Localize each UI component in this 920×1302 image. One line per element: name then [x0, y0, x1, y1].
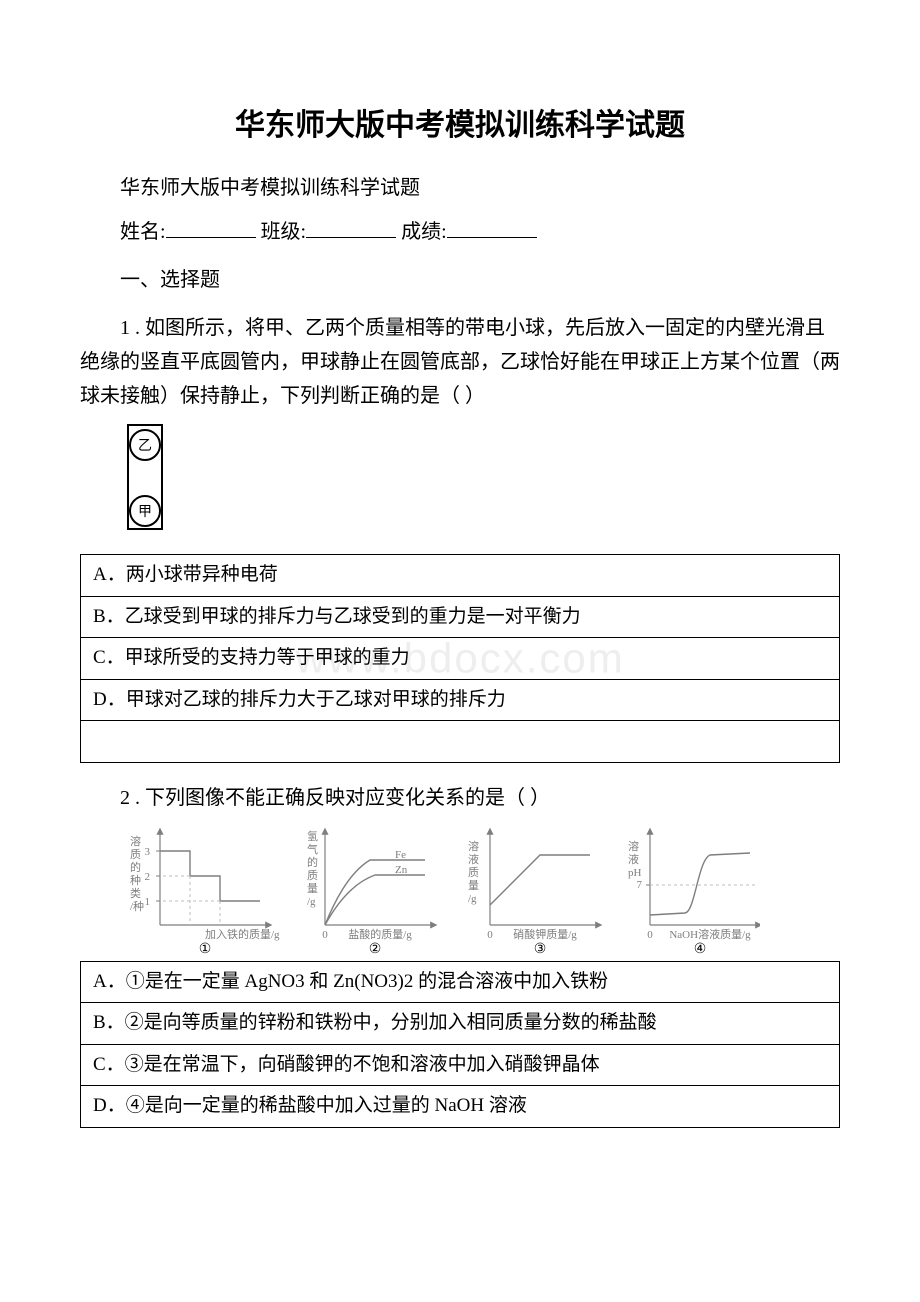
q1-option-b: B．乙球受到甲球的排斥力与乙球受到的重力是一对平衡力: [81, 596, 840, 638]
form-line: 姓名: 班级: 成绩:: [80, 215, 840, 249]
q1-text: 1 . 如图所示，将甲、乙两个质量相等的带电小球，先后放入一固定的内壁光滑且绝缘…: [80, 311, 840, 413]
c3-x0: 0: [487, 929, 493, 941]
svg-text:的: 的: [130, 860, 141, 874]
q2-option-a: A．①是在一定量 AgNO3 和 Zn(NO3)2 的混合溶液中加入铁粉: [81, 961, 840, 1003]
svg-text:溶: 溶: [628, 839, 639, 853]
score-label: 成绩:: [401, 221, 447, 243]
svg-text:溶: 溶: [468, 839, 479, 853]
ball-lower-label: 甲: [138, 505, 152, 520]
svg-text:质: 质: [130, 848, 141, 861]
c2-x0: 0: [322, 929, 328, 941]
svg-text:pH: pH: [628, 867, 642, 879]
c2-tag: ②: [369, 942, 382, 955]
svg-text:氢: 氢: [307, 829, 318, 843]
score-blank: [447, 216, 537, 238]
q2-option-b: B．②是向等质量的锌粉和铁粉中，分别加入相同质量分数的稀盐酸: [81, 1003, 840, 1045]
c2-fe: Fe: [395, 849, 406, 861]
c1-xlabel: 加入铁的质量/g: [205, 927, 280, 941]
q1-option-d: D．甲球对乙球的排斥力大于乙球对甲球的排斥力: [81, 679, 840, 721]
svg-text:/g: /g: [307, 896, 316, 908]
q2-charts-svg: 溶 质 的 种 类 /种 3 2 1 加入铁的质量/g ① 氢 气: [120, 825, 760, 955]
svg-text:气: 气: [307, 842, 318, 856]
q2-charts: 溶 质 的 种 类 /种 3 2 1 加入铁的质量/g ① 氢 气: [120, 825, 840, 955]
c4-tag: ④: [694, 942, 707, 955]
svg-text:/种: /种: [130, 899, 144, 913]
name-blank: [166, 216, 256, 238]
c1-tag: ①: [199, 942, 212, 955]
svg-text:的: 的: [307, 855, 318, 869]
class-blank: [306, 216, 396, 238]
q2-text: 2 . 下列图像不能正确反映对应变化关系的是（ ）: [80, 781, 840, 815]
chart-3: 溶 液 质 量 /g 0 硝酸钾质量/g ③: [468, 830, 600, 955]
name-label: 姓名:: [120, 221, 166, 243]
svg-text:类: 类: [130, 886, 141, 900]
c4-xlabel: NaOH溶液质量/g: [669, 927, 751, 941]
c1-tick2: 2: [145, 871, 151, 883]
q1-option-c: C．甲球所受的支持力等于甲球的重力: [81, 638, 840, 680]
svg-text:量: 量: [307, 882, 318, 895]
q1-option-blank: [81, 721, 840, 763]
c3-xlabel: 硝酸钾质量/g: [513, 927, 577, 941]
chart-2: 氢 气 的 质 量 /g Fe Zn 0 盐酸的质量/g ②: [307, 829, 435, 955]
c4-x0: 0: [647, 929, 653, 941]
svg-text:液: 液: [468, 852, 479, 866]
c1-tick3: 3: [145, 846, 151, 858]
q1-svg: 乙 甲: [120, 423, 170, 533]
svg-text:量: 量: [468, 879, 479, 892]
svg-text:质: 质: [468, 866, 479, 879]
c3-tag: ③: [534, 942, 547, 955]
ball-upper-label: 乙: [138, 438, 152, 454]
q2-options-table: A．①是在一定量 AgNO3 和 Zn(NO3)2 的混合溶液中加入铁粉 B．②…: [80, 961, 840, 1128]
svg-text:种: 种: [130, 873, 141, 887]
c4-ytick: 7: [637, 879, 643, 891]
svg-text:液: 液: [628, 852, 639, 866]
c2-xlabel: 盐酸的质量/g: [348, 927, 412, 941]
q2-option-c: C．③是在常温下，向硝酸钾的不饱和溶液中加入硝酸钾晶体: [81, 1044, 840, 1086]
page-title: 华东师大版中考模拟训练科学试题: [80, 100, 840, 151]
q1-option-a: A．两小球带异种电荷: [81, 555, 840, 597]
q1-options-table: A．两小球带异种电荷 B．乙球受到甲球的排斥力与乙球受到的重力是一对平衡力 C．…: [80, 554, 840, 763]
svg-text:/g: /g: [468, 893, 477, 905]
q1-figure: 乙 甲: [120, 423, 840, 544]
c1-tick1: 1: [145, 896, 151, 908]
chart-4: 溶 液 pH 7 0 NaOH溶液质量/g ④: [628, 830, 760, 955]
c2-zn: Zn: [395, 864, 408, 876]
section-heading: 一、选择题: [80, 263, 840, 297]
c1-ylabel-1: 溶: [130, 834, 141, 848]
chart-1: 溶 质 的 种 类 /种 3 2 1 加入铁的质量/g ①: [130, 830, 280, 955]
svg-text:质: 质: [307, 869, 318, 882]
subtitle: 华东师大版中考模拟训练科学试题: [80, 171, 840, 205]
q2-option-d: D．④是向一定量的稀盐酸中加入过量的 NaOH 溶液: [81, 1086, 840, 1128]
class-label: 班级:: [261, 221, 307, 243]
